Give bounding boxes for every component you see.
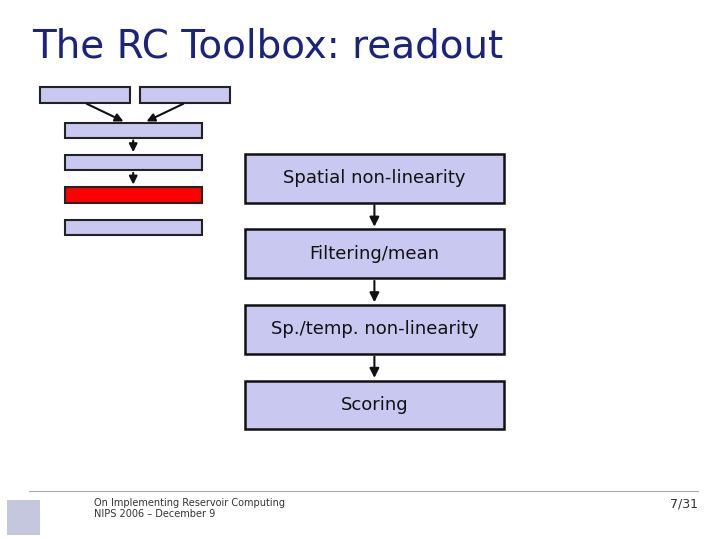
Text: Filtering/mean: Filtering/mean xyxy=(310,245,439,263)
FancyBboxPatch shape xyxy=(65,187,202,202)
FancyBboxPatch shape xyxy=(245,230,504,278)
FancyBboxPatch shape xyxy=(65,220,202,235)
FancyBboxPatch shape xyxy=(65,123,202,138)
Text: Spatial non-linearity: Spatial non-linearity xyxy=(283,169,466,187)
FancyBboxPatch shape xyxy=(245,154,504,202)
Text: Sp./temp. non-linearity: Sp./temp. non-linearity xyxy=(271,320,478,339)
Bar xyxy=(7,500,40,535)
FancyBboxPatch shape xyxy=(245,305,504,354)
FancyBboxPatch shape xyxy=(140,87,230,103)
Text: Scoring: Scoring xyxy=(341,396,408,414)
Text: The RC Toolbox: readout: The RC Toolbox: readout xyxy=(32,27,503,65)
Text: On Implementing Reservoir Computing
NIPS 2006 – December 9: On Implementing Reservoir Computing NIPS… xyxy=(94,498,284,519)
FancyBboxPatch shape xyxy=(40,87,130,103)
Text: 7/31: 7/31 xyxy=(670,498,698,511)
FancyBboxPatch shape xyxy=(65,155,202,170)
FancyBboxPatch shape xyxy=(245,381,504,429)
